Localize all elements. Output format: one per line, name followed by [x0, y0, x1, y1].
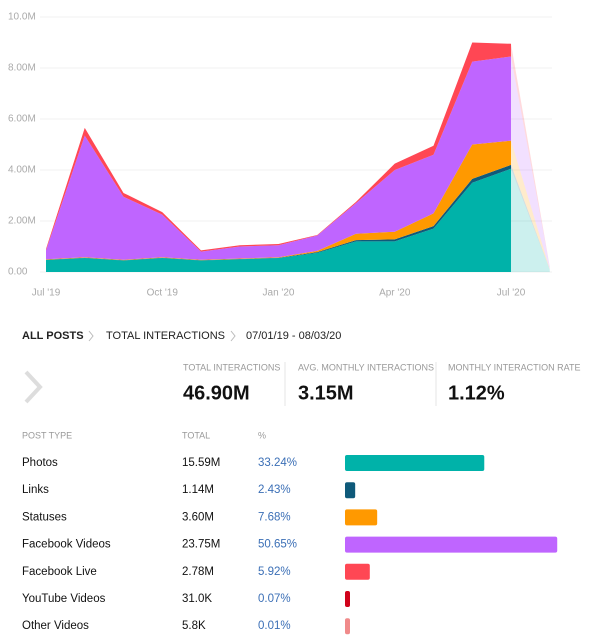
x-tick-label: Jan '20 [263, 288, 295, 299]
total: 31.0K [182, 593, 212, 605]
area [511, 43, 550, 267]
stat-label: MONTHLY INTERACTION RATE [448, 362, 581, 372]
table-header: % [258, 430, 266, 440]
breadcrumb-item: 07/01/19 - 08/03/20 [246, 330, 341, 342]
percent: 7.68% [258, 511, 291, 523]
total: 3.60M [182, 511, 214, 523]
breadcrumb-item: TOTAL INTERACTIONS [106, 330, 225, 342]
y-tick-label: 4.00M [8, 165, 36, 176]
y-tick-label: 6.00M [8, 114, 36, 125]
post-type: Facebook Live [22, 566, 97, 578]
x-tick-label: Oct '19 [147, 288, 179, 299]
percent: 50.65% [258, 539, 297, 551]
post-type: Other Videos [22, 620, 89, 632]
y-tick-label: 8.00M [8, 63, 36, 74]
area [511, 164, 550, 270]
stat-label: TOTAL INTERACTIONS [183, 362, 280, 372]
percent-bar [345, 482, 356, 499]
percent-bar [345, 618, 350, 635]
stat-label: AVG. MONTHLY INTERACTIONS [298, 362, 434, 372]
x-tick-label: Jul '20 [497, 288, 526, 299]
percent: 0.07% [258, 593, 291, 605]
stat-value: 46.90M [183, 382, 250, 404]
total: 5.8K [182, 620, 206, 632]
percent-bar [345, 455, 485, 471]
stat-value: 1.12% [448, 382, 505, 404]
x-tick-label: Jul '19 [32, 288, 61, 299]
post-type: YouTube Videos [22, 593, 106, 605]
nav-arrow[interactable] [24, 370, 43, 404]
post-type: Links [22, 484, 49, 496]
percent-bar [345, 509, 378, 526]
percent: 33.24% [258, 457, 297, 469]
percent: 5.92% [258, 566, 291, 578]
table-header: POST TYPE [22, 430, 72, 440]
area [511, 168, 550, 272]
y-tick-label: 10.0M [8, 12, 36, 23]
breadcrumb-separator [88, 330, 236, 342]
post-type: Photos [22, 457, 58, 469]
percent-bar [345, 591, 350, 607]
percent-bar [345, 536, 558, 553]
total: 2.78M [182, 566, 214, 578]
percent: 0.01% [258, 620, 291, 632]
total: 1.14M [182, 484, 214, 496]
post-type: Facebook Videos [22, 539, 111, 551]
y-tick-label: 2.00M [8, 216, 36, 227]
area [511, 56, 550, 269]
area [46, 56, 511, 260]
area [46, 168, 511, 272]
percent: 2.43% [258, 484, 291, 496]
post-type: Statuses [22, 511, 67, 523]
y-tick-label: 0.00 [8, 267, 28, 278]
area [46, 42, 511, 252]
percent-bar [345, 563, 370, 580]
table-header: TOTAL [182, 430, 210, 440]
x-tick-label: Apr '20 [379, 288, 411, 299]
total: 23.75M [182, 539, 220, 551]
stat-value: 3.15M [298, 382, 354, 404]
breadcrumb-item: ALL POSTS [22, 330, 84, 342]
total: 15.59M [182, 457, 220, 469]
area [511, 140, 550, 270]
